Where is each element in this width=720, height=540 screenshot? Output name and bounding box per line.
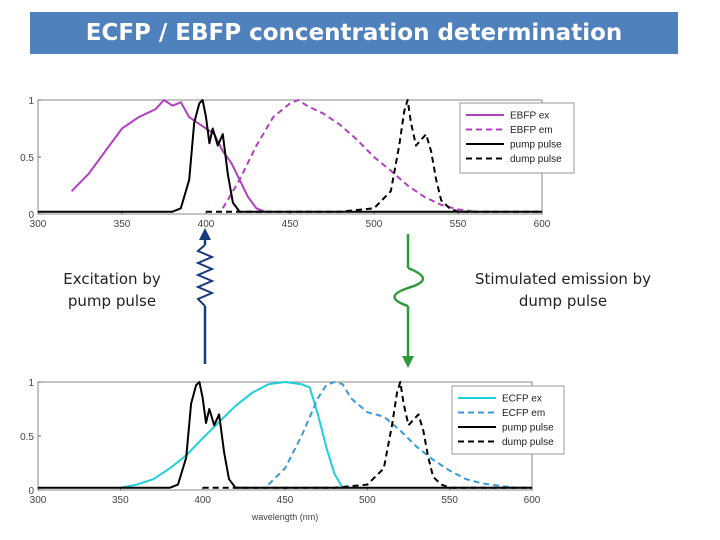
chart-ebfp: 300 350 400 450 500 550 600 0 0.5 1 EBFP ex EBFP em… — [20, 96, 575, 230]
series-line-ecfp-ex — [120, 381, 344, 489]
legend-entry: pump pulse — [502, 423, 554, 434]
y-tick-label: 1 — [28, 96, 34, 107]
x-axis-label: wavelength (nm) — [251, 512, 319, 522]
x-tick-label: 350 — [114, 219, 131, 230]
x-tick-label: 400 — [198, 219, 215, 230]
y-tick-label: 0.5 — [20, 153, 34, 164]
series-line-pump-pulse — [38, 99, 542, 213]
series-line-dump-pulse — [202, 381, 532, 489]
x-tick-label: 350 — [112, 495, 129, 506]
x-tick-label: 550 — [441, 495, 458, 506]
x-tick-label: 600 — [534, 219, 551, 230]
series-line-dump-pulse — [206, 99, 542, 213]
x-tick-label: 550 — [450, 219, 467, 230]
legend-entry: dump pulse — [510, 154, 562, 165]
caption-stimulated-emission: Stimulated emission by dump pulse — [474, 270, 652, 310]
x-tick-label: 500 — [366, 219, 383, 230]
arrow-head-up-icon — [199, 228, 211, 240]
y-tick-label: 0 — [28, 486, 34, 497]
legend-entry: EBFP ex — [510, 111, 549, 122]
legend-entry: EBFP em — [510, 125, 553, 136]
excitation-arrow — [195, 228, 215, 364]
x-tick-label: 300 — [30, 495, 47, 506]
slide-title: ECFP / EBFP concentration determination — [30, 12, 678, 54]
x-tick-label: 450 — [277, 495, 294, 506]
x-tick-label: 450 — [282, 219, 299, 230]
y-tick-label: 0.5 — [20, 432, 34, 443]
y-tick-label: 0 — [28, 210, 34, 221]
legend-entry: dump pulse — [502, 437, 554, 448]
x-tick-label: 300 — [30, 219, 47, 230]
series-line-pump-pulse — [38, 381, 532, 489]
x-tick-label: 500 — [359, 495, 376, 506]
series-line-ebfp-ex — [70, 99, 266, 213]
y-tick-label: 1 — [28, 378, 34, 389]
series-line-ecfp-em — [267, 381, 516, 489]
legend-entry: ECFP ex — [502, 394, 542, 405]
chart-ecfp: 300 350 400 450 500 550 600 0 0.5 1 wavelength (nm… — [20, 378, 565, 522]
series-line-ebfp-em — [221, 99, 475, 213]
caption-excitation: Excitation by pump pulse — [63, 270, 161, 310]
legend-entry: ECFP em — [502, 408, 545, 419]
x-tick-label: 600 — [524, 495, 541, 506]
emission-arrow — [393, 234, 425, 368]
arrow-head-down-icon — [402, 356, 414, 368]
x-tick-label: 400 — [194, 495, 211, 506]
legend-entry: pump pulse — [510, 140, 562, 151]
